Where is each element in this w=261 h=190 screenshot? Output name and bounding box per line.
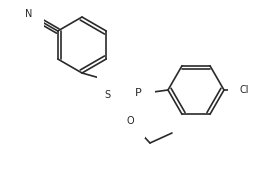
Text: O: O [126, 116, 134, 126]
Text: Cl: Cl [240, 85, 250, 95]
Text: O: O [109, 79, 117, 89]
Text: S: S [104, 90, 110, 100]
Text: N: N [25, 9, 32, 19]
Text: P: P [135, 88, 141, 98]
